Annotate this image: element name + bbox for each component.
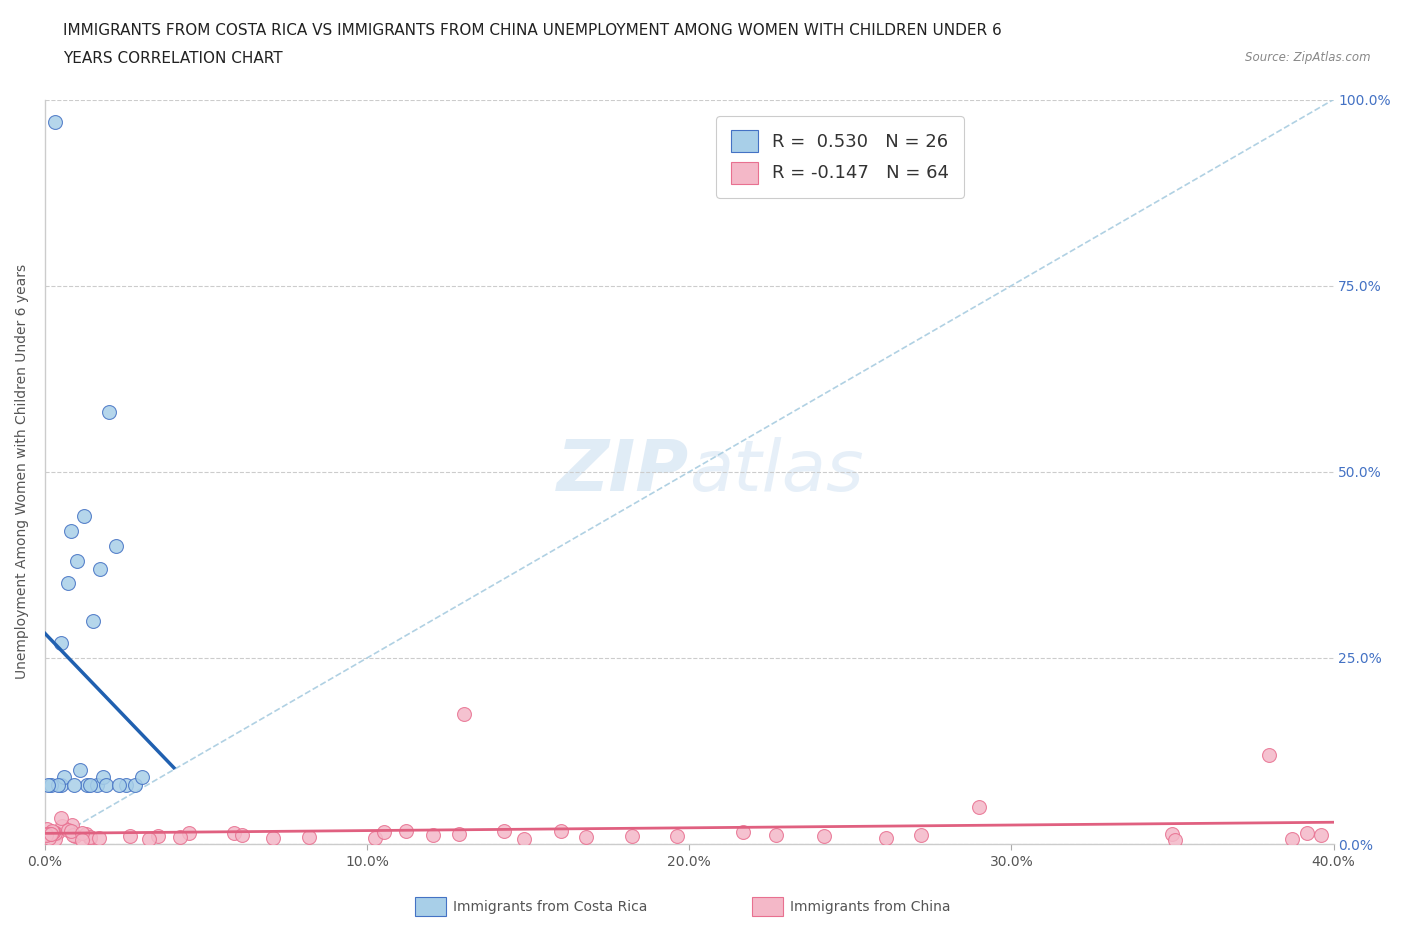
Point <box>1281 831 1303 846</box>
Point <box>364 830 387 845</box>
Point <box>79 831 101 846</box>
Point <box>1164 833 1187 848</box>
Point <box>120 829 142 844</box>
Point <box>37 777 59 792</box>
Point <box>131 770 153 785</box>
Point <box>298 830 321 844</box>
Point <box>91 770 114 785</box>
Point <box>46 777 69 792</box>
Point <box>96 777 118 792</box>
Point <box>89 561 111 576</box>
Text: IMMIGRANTS FROM COSTA RICA VS IMMIGRANTS FROM CHINA UNEMPLOYMENT AMONG WOMEN WIT: IMMIGRANTS FROM COSTA RICA VS IMMIGRANTS… <box>63 23 1002 38</box>
Point <box>63 777 86 792</box>
Text: Source: ZipAtlas.com: Source: ZipAtlas.com <box>1246 51 1371 64</box>
Point <box>114 777 136 792</box>
Point <box>45 826 67 841</box>
Point <box>262 830 284 845</box>
Point <box>41 777 63 792</box>
Point <box>967 800 990 815</box>
Point <box>66 553 89 568</box>
Point <box>56 823 79 838</box>
Point <box>35 827 58 842</box>
Point <box>492 824 515 839</box>
Point <box>44 114 66 129</box>
Point <box>108 777 131 792</box>
Point <box>575 830 598 844</box>
Point <box>138 832 160 847</box>
Point <box>124 777 146 792</box>
Point <box>453 707 475 722</box>
Point <box>69 763 91 777</box>
Point <box>513 831 536 846</box>
Point <box>422 828 444 843</box>
Text: Immigrants from China: Immigrants from China <box>790 899 950 914</box>
Point <box>38 830 60 845</box>
Point <box>72 509 94 524</box>
Point <box>60 818 83 833</box>
Point <box>75 826 97 841</box>
Point <box>79 830 101 844</box>
Point <box>82 613 104 628</box>
Point <box>1258 748 1281 763</box>
Point <box>56 576 79 591</box>
Point <box>146 829 169 844</box>
Legend: R =  0.530   N = 26, R = -0.147   N = 64: R = 0.530 N = 26, R = -0.147 N = 64 <box>716 116 963 198</box>
Point <box>373 825 395 840</box>
Point <box>59 824 82 839</box>
Point <box>765 828 787 843</box>
Point <box>41 827 63 842</box>
Point <box>59 524 82 538</box>
Point <box>35 821 58 836</box>
Y-axis label: Unemployment Among Women with Children Under 6 years: Unemployment Among Women with Children U… <box>15 264 30 680</box>
Point <box>447 827 470 842</box>
Point <box>910 827 932 842</box>
Point <box>231 828 253 843</box>
Point <box>666 828 689 843</box>
Point <box>42 825 65 840</box>
Point <box>875 831 897 846</box>
Point <box>224 826 246 841</box>
Point <box>70 825 93 840</box>
Text: ZIP: ZIP <box>557 437 689 506</box>
Point <box>51 818 73 833</box>
Point <box>42 825 65 840</box>
Point <box>550 824 572 839</box>
Point <box>49 811 72 826</box>
Point <box>41 823 63 838</box>
Point <box>35 827 58 842</box>
Point <box>1161 827 1184 842</box>
Text: Immigrants from Costa Rica: Immigrants from Costa Rica <box>453 899 647 914</box>
Text: YEARS CORRELATION CHART: YEARS CORRELATION CHART <box>63 51 283 66</box>
Point <box>104 538 127 553</box>
Point <box>42 825 65 840</box>
Point <box>1295 826 1317 841</box>
Point <box>70 832 93 847</box>
Point <box>39 828 62 843</box>
Point <box>87 830 110 845</box>
Point <box>53 770 76 785</box>
Point <box>813 829 835 844</box>
Point <box>179 826 201 841</box>
Point <box>733 824 755 839</box>
Point <box>49 635 72 650</box>
Point <box>86 777 108 792</box>
Text: atlas: atlas <box>689 437 863 506</box>
Point <box>76 777 98 792</box>
Point <box>44 826 66 841</box>
Point <box>63 829 86 844</box>
Point <box>620 829 643 844</box>
Point <box>79 777 101 792</box>
Point <box>44 831 66 846</box>
Point <box>49 777 72 792</box>
Point <box>62 828 84 843</box>
Point <box>39 827 62 842</box>
Point <box>98 405 121 419</box>
Point <box>395 824 418 839</box>
Point <box>169 830 191 844</box>
Point <box>1310 828 1333 843</box>
